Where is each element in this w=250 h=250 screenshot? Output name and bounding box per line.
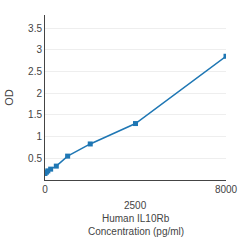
svg-text:OD: OD [3,89,15,106]
svg-text:3.5: 3.5 [28,23,42,34]
svg-text:Human IL10Rb: Human IL10Rb [102,213,170,224]
svg-text:0.5: 0.5 [28,153,42,164]
svg-text:Concentration (pg/ml): Concentration (pg/ml) [88,226,184,237]
svg-text:2.5: 2.5 [28,66,42,77]
svg-text:2500: 2500 [124,200,147,211]
svg-text:8000: 8000 [215,184,238,195]
svg-text:1: 1 [36,131,42,142]
svg-text:0: 0 [42,184,48,195]
svg-text:3: 3 [36,44,42,55]
svg-text:1.5: 1.5 [28,109,42,120]
svg-text:2: 2 [36,88,42,99]
